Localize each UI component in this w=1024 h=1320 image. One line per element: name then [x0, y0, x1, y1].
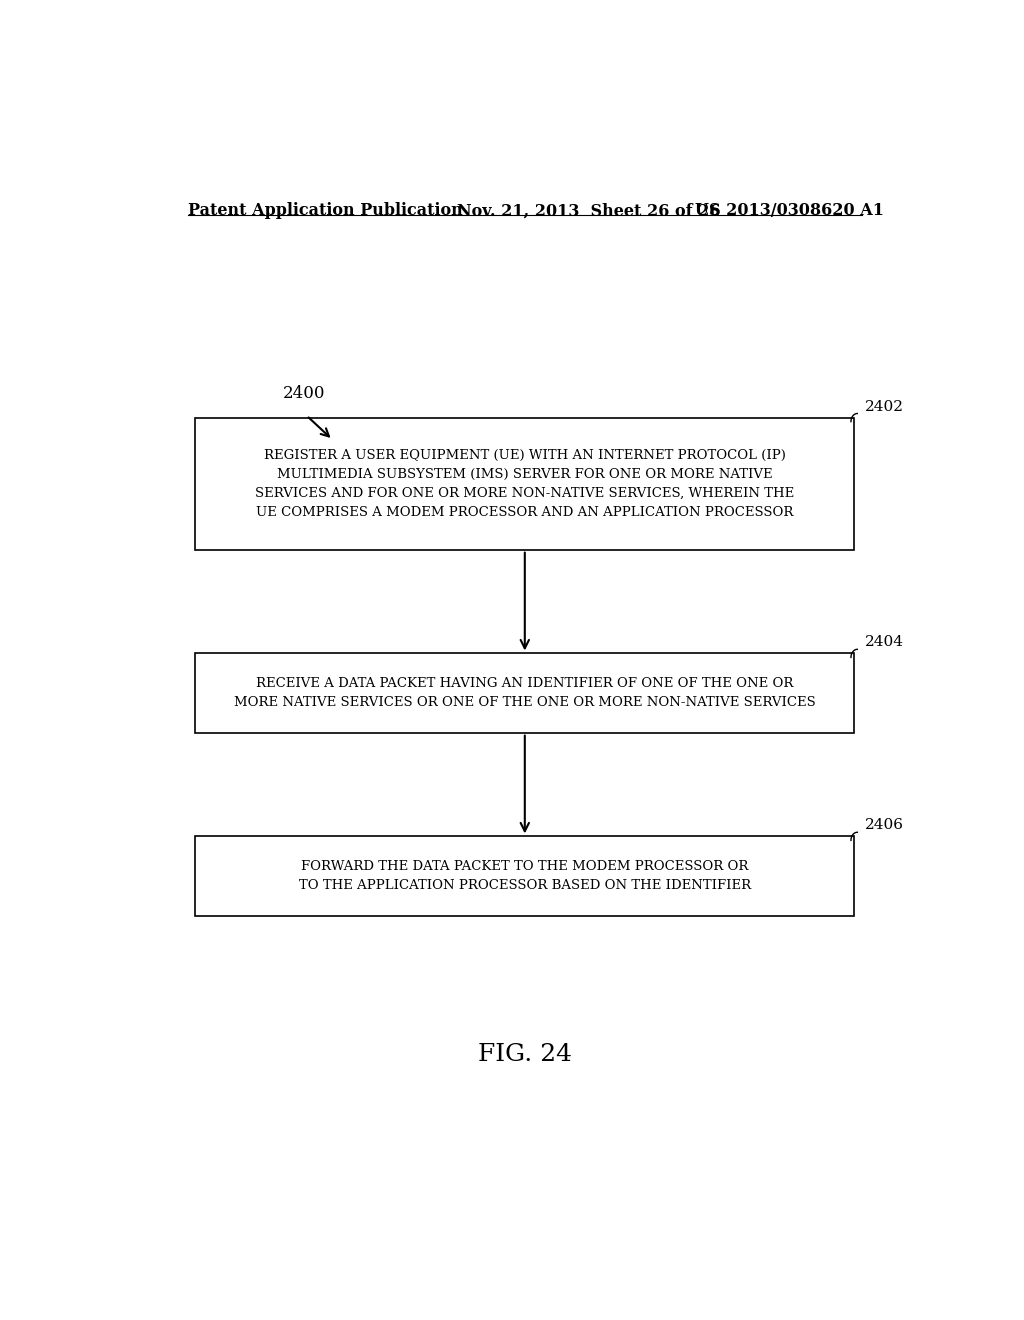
Text: 2406: 2406 [865, 818, 904, 833]
Text: 2404: 2404 [865, 635, 904, 649]
Text: REGISTER A USER EQUIPMENT (UE) WITH AN INTERNET PROTOCOL (IP)
MULTIMEDIA SUBSYST: REGISTER A USER EQUIPMENT (UE) WITH AN I… [255, 449, 795, 519]
Text: RECEIVE A DATA PACKET HAVING AN IDENTIFIER OF ONE OF THE ONE OR
MORE NATIVE SERV: RECEIVE A DATA PACKET HAVING AN IDENTIFI… [233, 677, 816, 709]
Text: Patent Application Publication: Patent Application Publication [187, 202, 462, 219]
Text: 2402: 2402 [865, 400, 904, 413]
Bar [196, 653, 854, 733]
Text: Nov. 21, 2013  Sheet 26 of 26: Nov. 21, 2013 Sheet 26 of 26 [458, 202, 721, 219]
Text: FIG. 24: FIG. 24 [478, 1043, 571, 1067]
Bar [196, 417, 854, 549]
Text: US 2013/0308620 A1: US 2013/0308620 A1 [695, 202, 885, 219]
Text: FORWARD THE DATA PACKET TO THE MODEM PROCESSOR OR
TO THE APPLICATION PROCESSOR B: FORWARD THE DATA PACKET TO THE MODEM PRO… [299, 859, 751, 892]
Bar [196, 837, 854, 916]
Text: 2400: 2400 [283, 385, 326, 403]
